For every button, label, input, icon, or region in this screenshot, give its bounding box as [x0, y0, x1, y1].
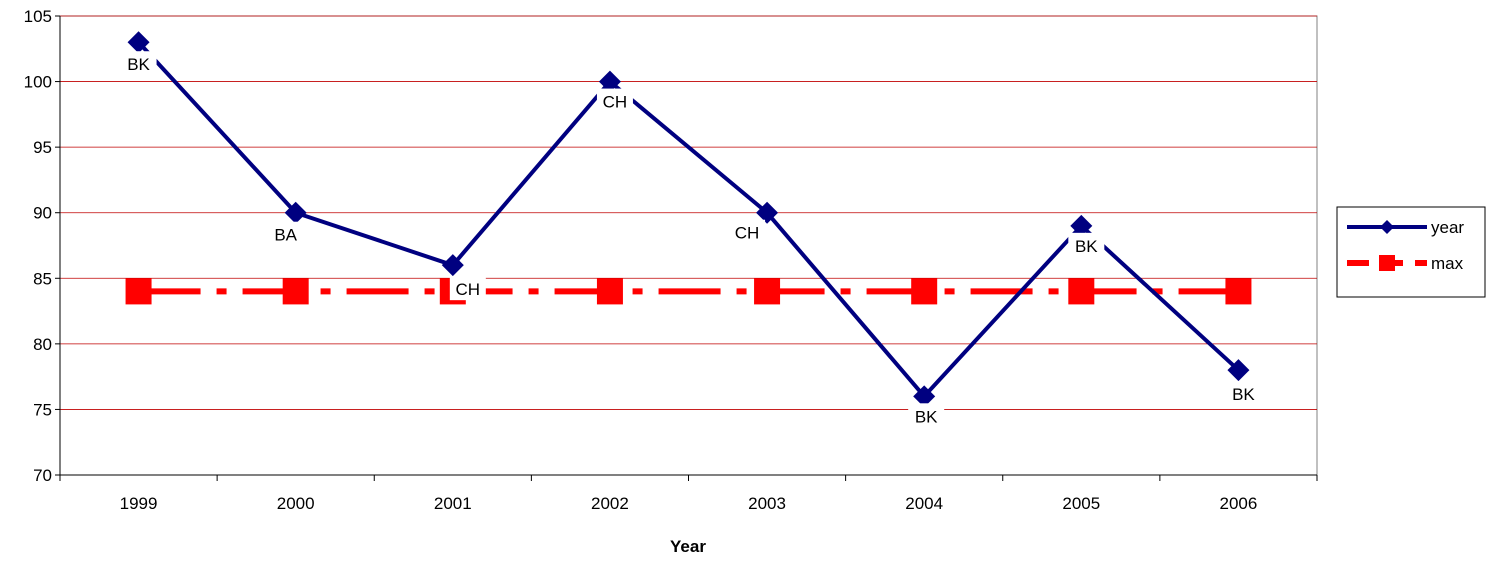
point-label: CH: [456, 280, 481, 299]
marker-max: [282, 278, 309, 305]
x-axis: 1999 2000 2001 2002 2003 2004 2005 2006: [59, 474, 1318, 513]
point-label-bg: [120, 51, 157, 76]
x-axis-title: Year: [670, 537, 706, 556]
y-tick-label: 80: [33, 335, 52, 354]
point-label: BK: [915, 407, 938, 426]
marker-max: [754, 278, 781, 305]
series-layer: [125, 31, 1252, 408]
series-line-year: [137, 40, 1240, 399]
marker-year: [127, 31, 150, 54]
legend: year max: [1336, 206, 1486, 298]
x-tick-label: 2001: [434, 494, 472, 513]
x-tick-label: 2004: [905, 494, 943, 513]
point-label: CH: [735, 224, 760, 243]
point-label-bg: [1225, 381, 1262, 406]
y-tick-label: 105: [24, 7, 52, 26]
marker-year: [441, 254, 464, 277]
point-label: CH: [603, 93, 628, 112]
marker-year: [598, 70, 621, 93]
x-tick-label: 1999: [120, 494, 158, 513]
legend-box: [1336, 206, 1486, 298]
point-label-bg: [596, 88, 633, 113]
plot-area: [59, 15, 1318, 476]
marker-year: [756, 201, 779, 224]
marker-year: [1227, 359, 1250, 382]
marker-max: [125, 278, 152, 305]
y-tick-label: 95: [33, 138, 52, 157]
point-label: BK: [127, 55, 150, 74]
y-tick-label: 90: [33, 204, 52, 223]
point-label-bg: [908, 403, 945, 428]
point-label: BK: [1075, 237, 1098, 256]
x-tick-label: 2000: [277, 494, 315, 513]
marker-year: [913, 385, 936, 408]
point-label-bg: [449, 276, 486, 301]
x-tick-label: 2005: [1062, 494, 1100, 513]
point-label: BK: [1232, 385, 1255, 404]
y-tick-label: 75: [33, 400, 52, 419]
point-label-bg: [1068, 232, 1105, 257]
point-label-bg: [729, 219, 766, 244]
marker-year: [284, 201, 307, 224]
point-label-bg: [267, 221, 304, 246]
y-tick-label: 100: [24, 73, 52, 92]
x-tick-label: 2006: [1220, 494, 1258, 513]
legend-label-max: max: [1431, 254, 1464, 273]
marker-max: [911, 278, 938, 305]
legend-marker-year: [1380, 220, 1394, 234]
x-tick-label: 2003: [748, 494, 786, 513]
y-tick-label: 85: [33, 269, 52, 288]
marker-max: [1068, 278, 1095, 305]
marker-max: [1225, 278, 1252, 305]
legend-marker-max: [1379, 255, 1395, 271]
legend-label-year: year: [1431, 218, 1464, 237]
marker-year: [1070, 214, 1093, 237]
point-label: BA: [274, 226, 297, 245]
y-tick-label: 70: [33, 466, 52, 485]
x-tick-label: 2002: [591, 494, 629, 513]
marker-max: [596, 278, 623, 305]
point-labels: BK BA CH CH CH BK BK BK: [120, 51, 1262, 428]
y-axis: 70 75 80 85 90 95 100 105: [24, 7, 61, 485]
